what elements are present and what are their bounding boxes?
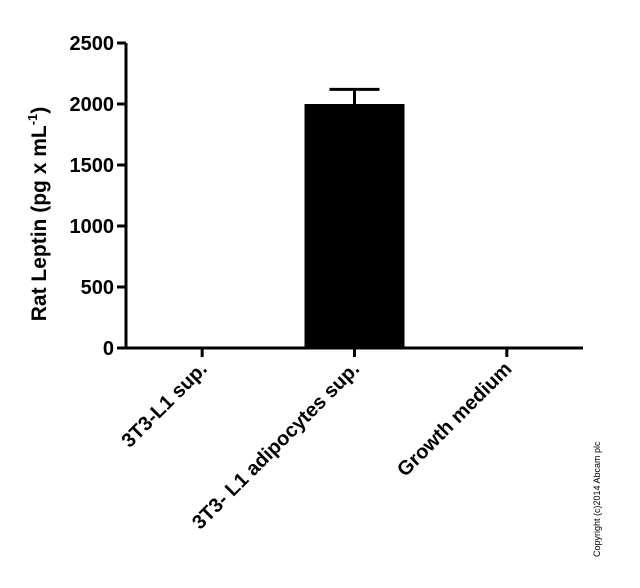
y-tick-label: 2500: [70, 33, 115, 55]
bars: [304, 87, 405, 348]
x-tick-label: 3T3-L1 sup.: [118, 358, 212, 452]
bar: [304, 104, 405, 348]
x-tick-label: 3T3- L1 adipocytes sup.: [188, 358, 364, 534]
copyright-notice: Copyright (c)2014 Abcam plc: [592, 441, 602, 557]
y-tick-label: 2000: [70, 94, 115, 116]
x-tick-label: Growth medium: [393, 358, 516, 481]
x-axis: 3T3-L1 sup.3T3- L1 adipocytes sup. Growth…: [118, 346, 583, 534]
y-tick-label: 500: [81, 277, 114, 299]
y-axis: 0 500 1000 1500 2000 2500: [70, 33, 128, 360]
y-tick-label: 1000: [70, 216, 115, 238]
y-axis-title: Rat Leptin (pg x mL-1): [25, 107, 51, 322]
y-tick-label: 1500: [70, 155, 115, 177]
y-tick-label: 0: [103, 338, 114, 360]
